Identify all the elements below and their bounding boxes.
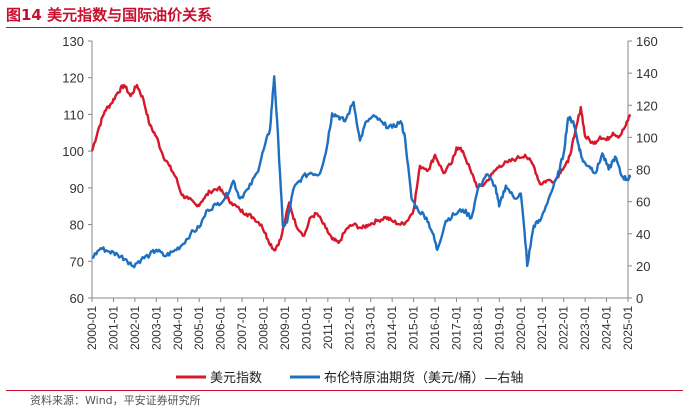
series-line-brent-oil — [91, 75, 632, 269]
right-tick-label: 40 — [636, 227, 650, 242]
x-tick-label: 2010-01 — [299, 306, 313, 350]
x-tick-label: 2008-01 — [257, 306, 271, 350]
left-tick-label: 110 — [63, 107, 84, 122]
x-tick-label: 2011-01 — [321, 306, 335, 349]
right-tick-label: 20 — [636, 259, 650, 274]
legend-label-brent-oil: 布伦特原油期货（美元/桶）—右轴 — [324, 370, 523, 386]
x-tick-label: 2012-01 — [342, 306, 356, 350]
x-tick-label: 2018-01 — [471, 306, 485, 350]
left-tick-label: 70 — [70, 254, 84, 269]
x-tick-label: 2015-01 — [407, 306, 421, 350]
source-note: 资料来源：Wind，平安证券研究所 — [30, 394, 201, 407]
x-tick-label: 2025-01 — [621, 306, 635, 350]
footer-rule — [6, 390, 683, 391]
right-tick-label: 0 — [636, 291, 643, 306]
x-tick-label: 2024-01 — [600, 306, 614, 350]
x-tick-label: 2002-01 — [128, 306, 142, 350]
x-tick-label: 2007-01 — [235, 306, 249, 350]
series-line-dollar-index — [90, 83, 632, 252]
legend-label-dollar-index: 美元指数 — [210, 371, 262, 386]
x-tick-label: 2009-01 — [278, 306, 292, 350]
x-tick-label: 2022-01 — [557, 306, 571, 350]
x-tick-label: 2013-01 — [364, 306, 378, 350]
plot-area — [90, 75, 632, 269]
right-tick-label: 60 — [636, 195, 650, 210]
right-tick-label: 100 — [636, 130, 658, 145]
x-tick-label: 2005-01 — [192, 306, 206, 350]
x-tick-label: 2004-01 — [171, 306, 185, 350]
left-tick-label: 80 — [70, 218, 84, 233]
right-tick-label: 120 — [636, 98, 658, 113]
legend: 美元指数 布伦特原油期货（美元/桶）—右轴 — [176, 370, 523, 386]
x-tick-label: 2001-01 — [106, 306, 120, 350]
right-tick-label: 140 — [636, 66, 658, 81]
x-tick-label: 2019-01 — [492, 306, 506, 350]
right-tick-label: 160 — [636, 34, 658, 49]
x-tick-label: 2000-01 — [85, 306, 99, 350]
axes: 60 70 80 90 100 110 120 130 0 20 40 60 80 100 120 140 16… — [62, 34, 657, 350]
x-tick-label: 2017-01 — [449, 306, 463, 350]
x-tick-label: 2003-01 — [149, 306, 163, 350]
x-tick-label: 2006-01 — [214, 306, 228, 350]
left-tick-label: 60 — [70, 291, 84, 306]
right-tick-label: 80 — [636, 163, 650, 178]
left-tick-label: 130 — [62, 34, 84, 49]
title-rule — [6, 27, 683, 28]
chart-title: 图14 美元指数与国际油价关系 — [6, 6, 213, 24]
left-tick-label: 100 — [62, 144, 84, 159]
x-tick-label: 2021-01 — [535, 306, 549, 350]
x-tick-label: 2016-01 — [428, 306, 442, 350]
x-tick-label: 2014-01 — [385, 306, 399, 350]
x-tick-label: 2023-01 — [578, 306, 592, 350]
x-tick-label: 2020-01 — [514, 306, 528, 350]
left-tick-label: 90 — [70, 181, 84, 196]
left-tick-label: 120 — [62, 71, 84, 86]
